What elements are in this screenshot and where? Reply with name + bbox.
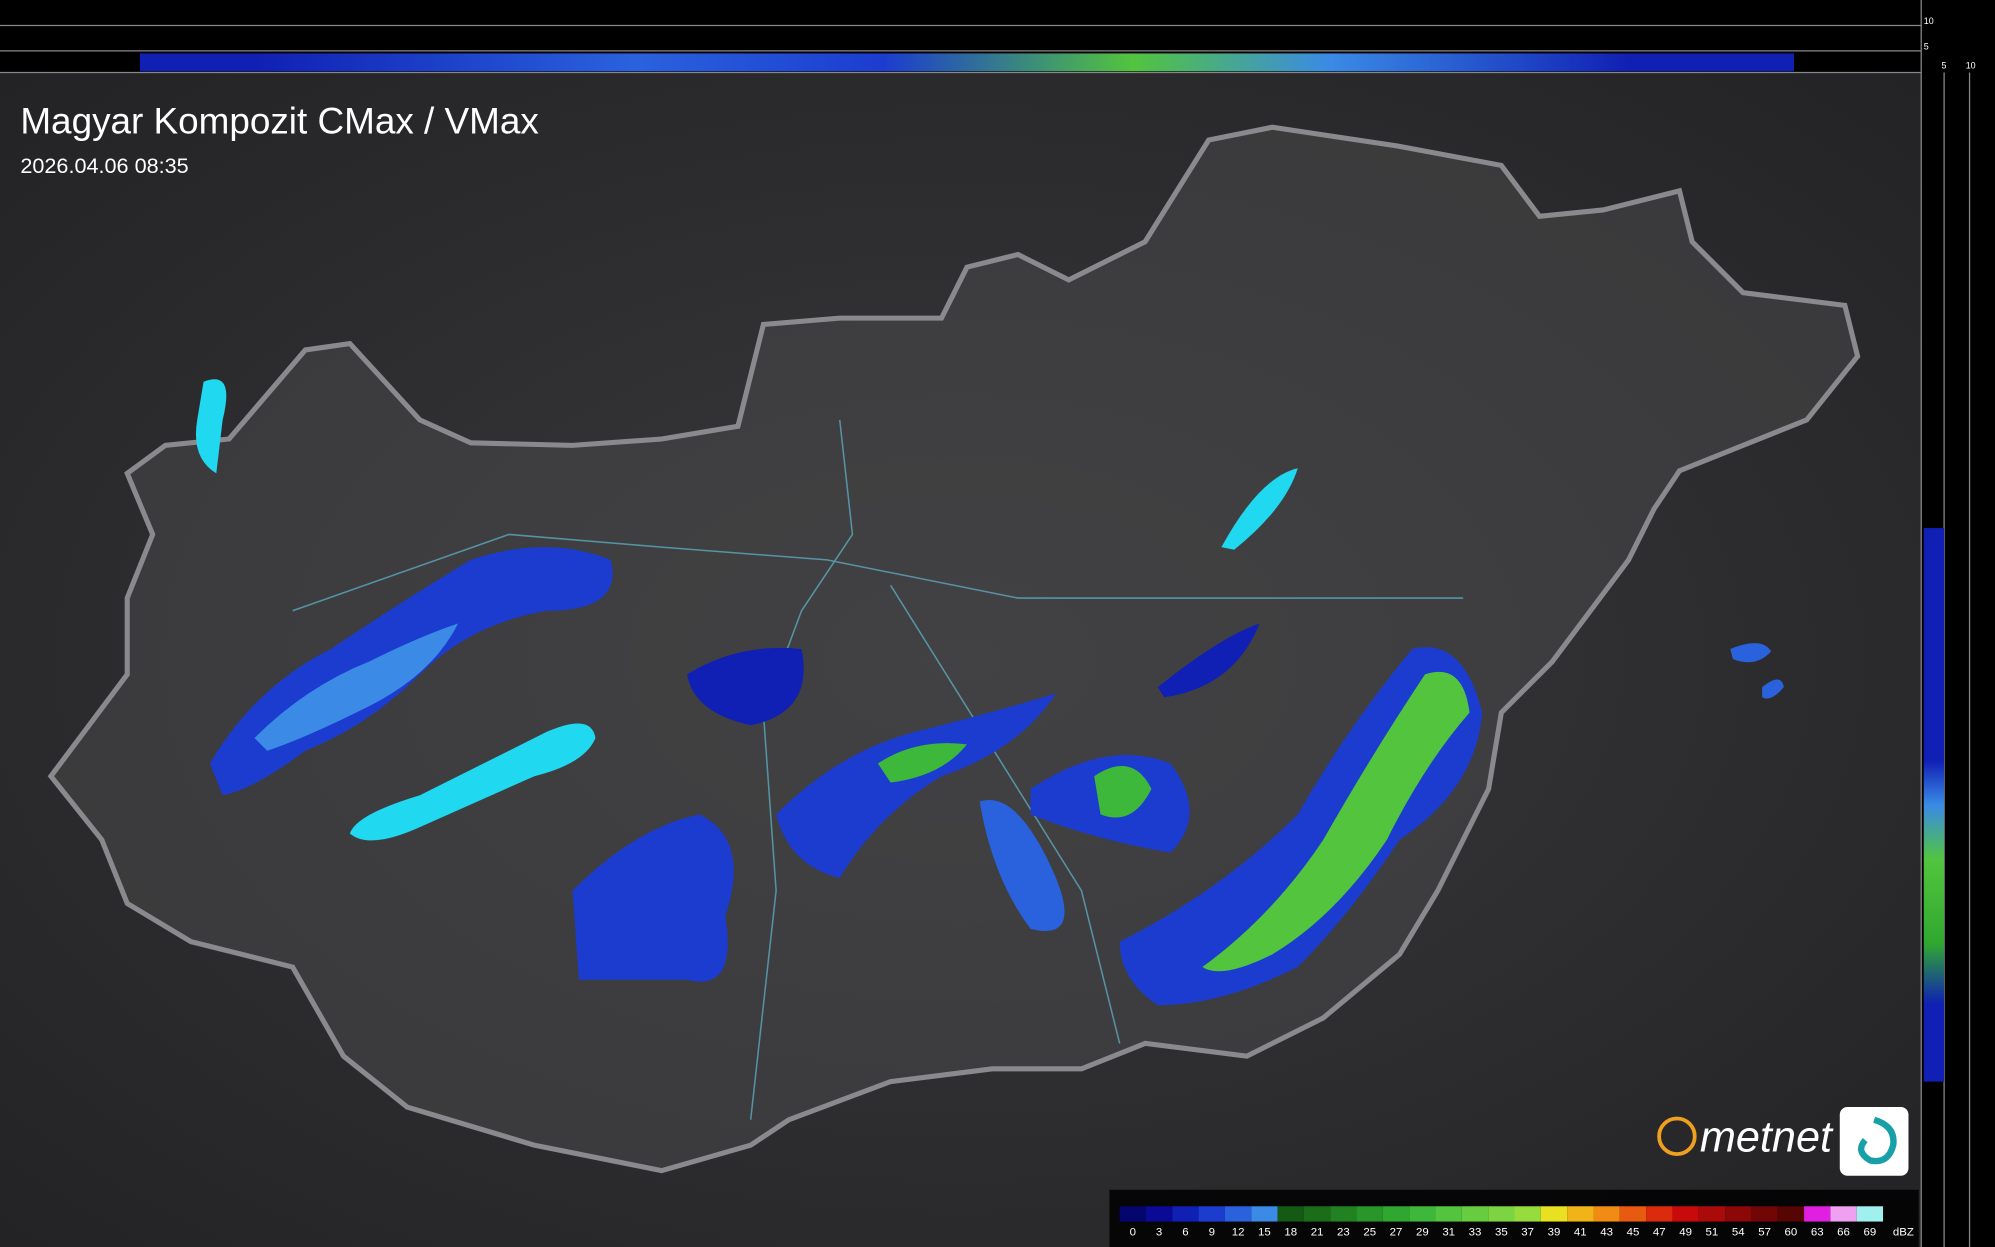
legend-label: 57	[1758, 1227, 1771, 1239]
echo	[1730, 643, 1784, 699]
lake-neusiedl	[195, 379, 227, 474]
echo	[1202, 671, 1470, 972]
legend-swatch	[1593, 1206, 1620, 1222]
legend-label: 6	[1182, 1227, 1188, 1239]
legend-swatch	[1830, 1206, 1857, 1222]
legend-swatch	[1251, 1206, 1278, 1222]
legend-swatch	[1488, 1206, 1515, 1222]
legend-label: 51	[1706, 1227, 1719, 1239]
legend-label: 9	[1209, 1227, 1215, 1239]
legend-swatch	[1198, 1206, 1225, 1222]
legend-swatch	[1172, 1206, 1199, 1222]
profile-echo	[1923, 528, 1945, 1082]
legend-label: 69	[1864, 1227, 1877, 1239]
legend-swatch	[1356, 1206, 1383, 1222]
legend-swatch	[1461, 1206, 1489, 1222]
lake-tisza	[1221, 468, 1298, 550]
legend-swatch	[1145, 1206, 1173, 1222]
legend-label: 15	[1258, 1227, 1271, 1239]
legend-label: 0	[1130, 1227, 1136, 1239]
legend-swatch	[1804, 1206, 1831, 1222]
legend-label: 27	[1390, 1227, 1403, 1239]
echo	[979, 800, 1065, 932]
echo	[1157, 623, 1260, 698]
legend-swatch	[1303, 1206, 1331, 1222]
echo	[776, 693, 1057, 878]
echo	[572, 814, 734, 982]
legend-label: 43	[1600, 1227, 1613, 1239]
legend-label: 60	[1785, 1227, 1798, 1239]
legend-label: 49	[1679, 1227, 1692, 1239]
legend-swatch	[1672, 1206, 1699, 1222]
logo-text: metnet	[1700, 1114, 1834, 1162]
title: Magyar Kompozit CMax / VMax	[20, 101, 539, 142]
legend-label: 29	[1416, 1227, 1429, 1239]
legend-swatch	[1119, 1206, 1146, 1222]
radar-echoes	[209, 547, 1784, 1006]
echo	[254, 623, 459, 751]
timestamp: 2026.04.06 08:35	[20, 153, 188, 178]
profile-echo	[139, 53, 1794, 72]
logo-icon	[1839, 1107, 1909, 1176]
legend-swatch	[1751, 1206, 1778, 1222]
legend-swatch	[1540, 1206, 1568, 1222]
legend-swatch	[1567, 1206, 1594, 1222]
legend-swatch	[1514, 1206, 1541, 1222]
legend-label: 25	[1363, 1227, 1376, 1239]
echo	[687, 647, 804, 726]
profile-tick: 10	[1966, 61, 1976, 71]
legend: 0 3 6 9 12 15 18 21 23 25 27 29 31 33 35 37 39 41 43 45 47 49…	[1119, 1206, 1914, 1239]
legend-swatch	[1382, 1206, 1410, 1222]
legend-label: 63	[1811, 1227, 1824, 1239]
legend-label: 3	[1156, 1227, 1162, 1239]
profile-tick: 5	[1924, 42, 1929, 52]
echo	[1094, 766, 1152, 818]
lake-balaton	[349, 723, 596, 841]
legend-label: 41	[1574, 1227, 1587, 1239]
legend-swatch	[1856, 1206, 1884, 1222]
legend-swatch	[1777, 1206, 1805, 1222]
legend-label: 33	[1469, 1227, 1482, 1239]
legend-label: 18	[1284, 1227, 1297, 1239]
logo: metnet	[1657, 1107, 1909, 1176]
legend-label: 35	[1495, 1227, 1508, 1239]
legend-swatch	[1619, 1206, 1647, 1222]
legend-label: 45	[1627, 1227, 1640, 1239]
profile-tick: 10	[1924, 16, 1934, 26]
legend-label: 54	[1732, 1227, 1745, 1239]
legend-swatch	[1646, 1206, 1673, 1222]
legend-swatch	[1224, 1206, 1252, 1222]
legend-unit: dBZ	[1893, 1227, 1914, 1239]
legend-label: 37	[1521, 1227, 1534, 1239]
legend-swatch	[1409, 1206, 1436, 1222]
legend-label: 47	[1653, 1227, 1666, 1239]
legend-swatch	[1435, 1206, 1462, 1222]
legend-label: 31	[1442, 1227, 1455, 1239]
logo-swirl	[1858, 1116, 1897, 1165]
legend-label: 66	[1837, 1227, 1850, 1239]
legend-label: 21	[1311, 1227, 1324, 1239]
legend-swatch	[1330, 1206, 1357, 1222]
legend-label: 12	[1232, 1227, 1245, 1239]
legend-label: 39	[1548, 1227, 1561, 1239]
echo	[877, 743, 967, 783]
legend-swatch	[1277, 1206, 1304, 1222]
profile-tick: 5	[1942, 61, 1947, 71]
legend-swatch	[1725, 1206, 1752, 1222]
logo-sun	[1657, 1116, 1697, 1157]
legend-swatch	[1698, 1206, 1726, 1222]
country-border	[47, 124, 1861, 1174]
legend-label: 23	[1337, 1227, 1350, 1239]
